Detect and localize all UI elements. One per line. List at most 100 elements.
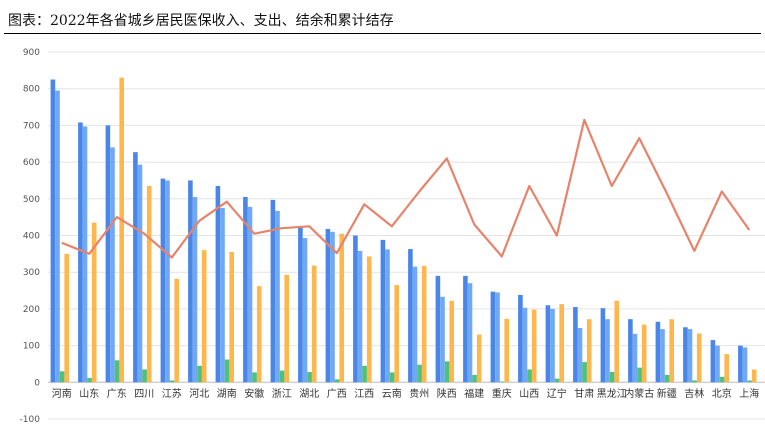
bar-结余-山西 [527,369,532,383]
bar-结余-重庆 [499,381,505,383]
y-tick-label: 800 [23,85,40,95]
y-tick-label: -100 [20,415,41,425]
bar-收入-安徽 [243,196,248,383]
bar-支出-浙江 [275,210,280,383]
bar-收入-上海 [738,345,743,383]
bar-支出-北京 [715,345,720,383]
bar-收入-四川 [133,152,138,383]
bar-累计结存-江苏 [174,278,179,383]
bar-收入-湖北 [298,227,303,383]
bar-结余-湖北 [307,372,312,383]
bar-结余-福建 [472,374,477,383]
bar-结余-北京 [719,376,725,383]
bar-累计结存-贵州 [421,265,427,383]
bar-支出-贵州 [412,266,418,383]
bar-收入-辽宁 [545,305,551,383]
x-category-label: 四川 [134,389,154,400]
bar-收入-广西 [325,228,331,383]
bar-累计结存-甘肃 [586,319,592,383]
bar-收入-江苏 [160,178,166,383]
bar-累计结存-河南 [64,253,69,383]
y-axis-ticks: -100 0 100 200 300 400 500 600 700 800 900 [20,48,41,425]
bar-收入-山东 [78,122,83,383]
x-category-label: 湖北 [299,388,319,400]
bar-收入-陕西 [435,275,441,383]
bar-收入-湖南 [215,185,221,383]
bar-累计结存-江西 [366,256,372,383]
bar-累计结存-北京 [724,354,729,383]
bar-收入-河南 [50,79,56,383]
x-category-label: 甘肃 [574,387,594,400]
bar-累计结存-福建 [476,334,482,383]
bar-结余-广西 [334,379,340,383]
bar-累计结存-山东 [91,222,97,383]
x-category-label: 新疆 [657,387,677,400]
bar-支出-福建 [467,283,473,383]
bar-累计结存-吉林 [696,333,702,383]
bar-收入-北京 [710,340,716,383]
bar-收入-山西 [518,294,523,383]
bar-累计结存-重庆 [504,318,509,383]
bar-结余-江苏 [169,380,175,383]
x-category-label: 河南 [52,387,72,400]
line-比值 [61,118,751,259]
y-tick-label: 0 [34,378,40,388]
bar-收入-内蒙古 [628,319,633,383]
bar-累计结存-新疆 [669,319,674,383]
y-tick-label: 400 [23,232,40,242]
title-underline [4,33,761,34]
bar-支出-甘肃 [577,327,583,383]
chart-title: 图表：2022年各省城乡居民医保收入、支出、结余和累计结存 [8,13,394,29]
bar-收入-福建 [463,275,468,383]
x-category-label: 黑龙江 [597,387,627,400]
bar-累计结存-湖南 [229,252,234,383]
bar-结余-广东 [114,360,120,383]
bar-累计结存-四川 [146,185,152,383]
y-tick-label: 900 [23,48,40,58]
bar-收入-河北 [188,180,193,383]
x-category-label: 辽宁 [547,387,567,400]
bar-结余-山东 [87,377,92,383]
bar-series [50,77,757,383]
bar-支出-上海 [742,347,748,383]
bar-结余-陕西 [444,361,450,383]
bar-收入-甘肃 [573,307,578,383]
bar-结余-河北 [197,365,202,383]
bar-支出-黑龙江 [605,319,610,383]
bar-收入-重庆 [490,291,496,383]
x-category-label: 福建 [464,387,484,400]
x-category-label: 云南 [382,387,402,400]
bar-收入-江西 [353,235,358,383]
bar-支出-山东 [82,126,88,383]
x-category-label: 吉林 [684,387,704,400]
bar-支出-湖南 [220,207,225,383]
bar-累计结存-内蒙古 [641,324,647,383]
bar-支出-江苏 [165,180,170,383]
bar-累计结存-黑龙江 [614,300,619,383]
bar-支出-陕西 [440,296,445,383]
bar-支出-四川 [137,164,143,383]
bar-累计结存-浙江 [284,274,289,383]
bar-结余-辽宁 [554,378,560,383]
bar-支出-湖北 [302,238,308,383]
bar-结余-内蒙古 [637,367,642,383]
bar-收入-广东 [105,125,111,383]
bar-支出-新疆 [660,329,665,383]
bar-结余-黑龙江 [609,372,615,383]
bar-结余-甘肃 [582,362,587,383]
bar-收入-吉林 [683,327,688,383]
bar-收入-黑龙江 [600,308,606,383]
bar-累计结存-湖北 [311,265,317,383]
x-category-label: 山西 [519,388,539,400]
y-tick-label: 600 [23,158,40,168]
x-category-label: 贵州 [409,387,429,400]
bar-支出-内蒙古 [632,333,638,383]
bar-支出-吉林 [687,329,693,383]
bar-结余-江西 [362,365,367,383]
bar-收入-浙江 [270,199,276,383]
bar-支出-重庆 [495,292,500,383]
bar-支出-河北 [192,196,198,383]
x-category-label: 上海 [739,387,759,400]
y-tick-label: 500 [23,195,40,205]
